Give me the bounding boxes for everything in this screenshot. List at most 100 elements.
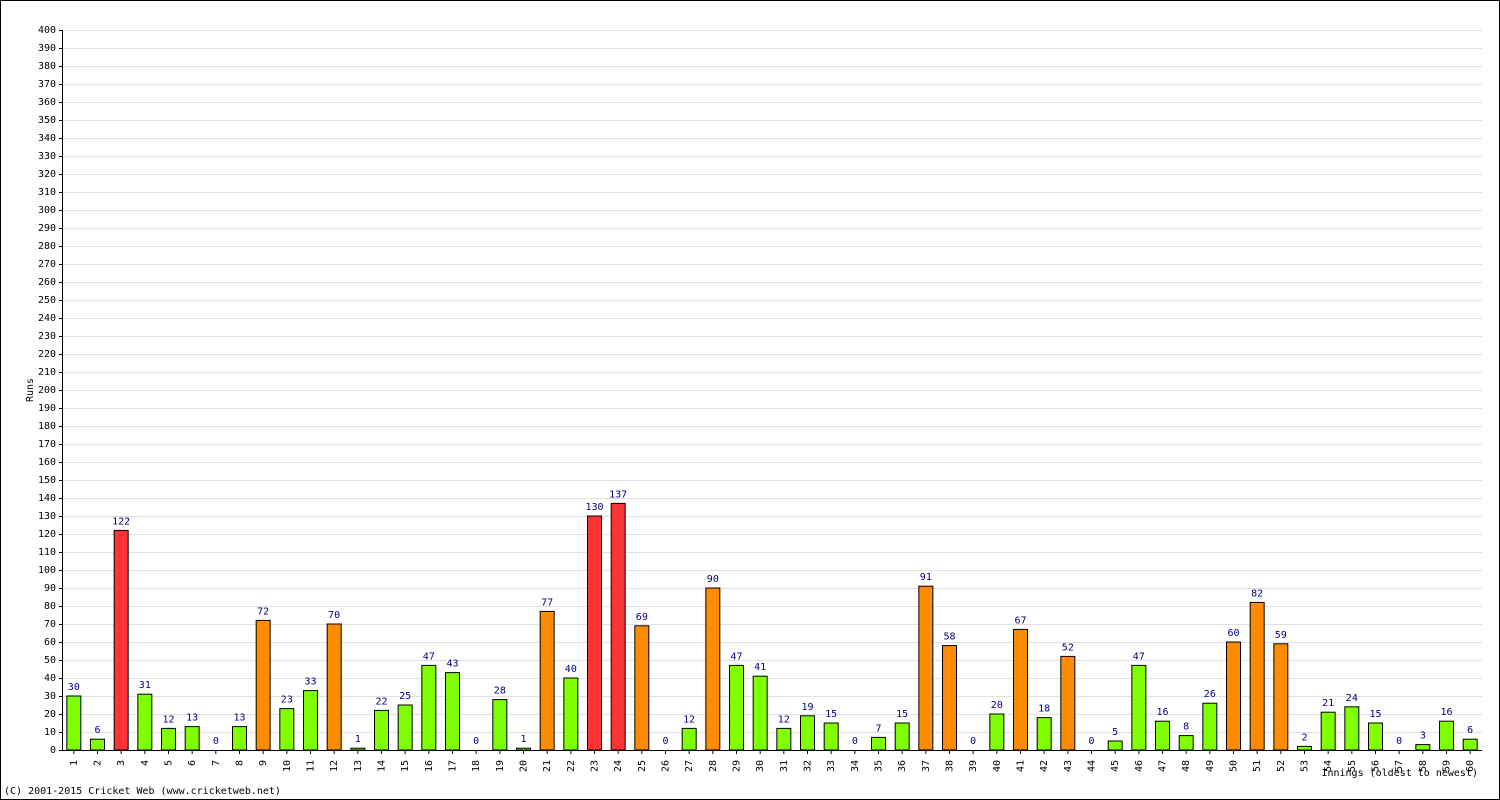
y-tick-label: 320 — [38, 169, 56, 180]
data-label: 72 — [257, 606, 269, 617]
data-label: 47 — [730, 651, 742, 662]
x-tick-label: 27 — [684, 760, 695, 772]
y-tick-label: 340 — [38, 133, 56, 144]
data-label: 59 — [1275, 630, 1287, 641]
x-tick-label: 57 — [1394, 760, 1405, 772]
bar — [421, 664, 437, 751]
x-tick-label: 2 — [93, 760, 104, 766]
x-tick-label: 26 — [661, 760, 672, 772]
bar — [989, 713, 1005, 751]
data-label: 23 — [281, 695, 293, 706]
data-label: 3 — [1420, 731, 1426, 742]
data-label: 26 — [1204, 689, 1216, 700]
data-label: 91 — [920, 572, 932, 583]
x-tick-label: 8 — [235, 760, 246, 766]
x-tick-label: 15 — [400, 760, 411, 772]
bar — [1439, 720, 1454, 751]
x-tick-label: 49 — [1205, 760, 1216, 772]
bar — [66, 695, 82, 751]
x-tick-label: 1 — [69, 760, 80, 766]
data-label: 21 — [1322, 698, 1334, 709]
x-tick-label: 28 — [708, 760, 719, 772]
y-tick-label: 270 — [38, 259, 56, 270]
bar — [634, 625, 650, 751]
data-label: 16 — [1440, 707, 1452, 718]
bar — [1249, 601, 1265, 751]
data-label: 6 — [1467, 725, 1473, 736]
bar — [1344, 706, 1360, 751]
bar — [397, 704, 413, 751]
data-label: 30 — [68, 682, 80, 693]
x-tick-label: 32 — [803, 760, 814, 772]
data-label: 40 — [565, 664, 577, 675]
data-label: 0 — [1088, 736, 1094, 747]
data-label: 0 — [852, 736, 858, 747]
y-tick-label: 360 — [38, 97, 56, 108]
data-label: 12 — [683, 714, 695, 725]
y-tick-label: 150 — [38, 475, 56, 486]
x-tick-label: 45 — [1110, 760, 1121, 772]
x-tick-label: 10 — [282, 760, 293, 772]
y-tick-label: 120 — [38, 529, 56, 540]
data-label: 6 — [94, 725, 100, 736]
bar — [113, 529, 129, 751]
bar — [729, 664, 744, 751]
data-label: 90 — [707, 574, 719, 585]
y-tick-label: 10 — [44, 727, 56, 738]
x-tick-label: 13 — [353, 760, 364, 772]
data-label: 31 — [139, 680, 151, 691]
bar — [681, 727, 697, 751]
bar — [942, 645, 957, 751]
x-tick-label: 36 — [897, 760, 908, 772]
x-tick-label: 25 — [637, 760, 648, 772]
data-label: 2 — [1301, 732, 1307, 743]
data-label: 0 — [213, 736, 219, 747]
bar — [1178, 735, 1194, 751]
y-tick-label: 170 — [38, 439, 56, 450]
x-tick-label: 29 — [732, 760, 743, 772]
bar — [563, 677, 579, 751]
data-label: 0 — [970, 736, 976, 747]
x-tick-label: 23 — [590, 760, 601, 772]
data-label: 1 — [355, 734, 361, 745]
y-tick-label: 290 — [38, 223, 56, 234]
x-tick-label: 21 — [542, 760, 553, 772]
y-tick-label: 330 — [38, 151, 56, 162]
y-tick-label: 260 — [38, 277, 56, 288]
data-label: 18 — [1038, 704, 1050, 715]
y-tick-label: 0 — [50, 745, 56, 756]
x-tick-label: 3 — [116, 760, 127, 766]
bar — [918, 585, 934, 751]
data-label: 0 — [1396, 736, 1402, 747]
bar — [1297, 745, 1312, 751]
bar — [610, 502, 626, 751]
x-tick-label: 18 — [471, 760, 482, 772]
y-tick-label: 50 — [44, 655, 56, 666]
data-label: 47 — [1133, 651, 1145, 662]
bar — [492, 699, 508, 751]
x-tick-label: 5 — [164, 760, 175, 766]
y-tick-label: 240 — [38, 313, 56, 324]
data-label: 77 — [541, 597, 553, 608]
data-label: 7 — [875, 723, 881, 734]
data-label: 20 — [991, 700, 1003, 711]
data-label: 122 — [112, 516, 130, 527]
data-label: 13 — [186, 713, 198, 724]
x-tick-label: 9 — [258, 760, 269, 766]
data-label: 137 — [609, 489, 627, 500]
x-tick-label: 16 — [424, 760, 435, 772]
data-label: 12 — [778, 714, 790, 725]
bar — [350, 747, 366, 751]
data-label: 43 — [446, 659, 458, 670]
x-tick-label: 47 — [1158, 760, 1169, 772]
bar — [823, 722, 839, 751]
data-label: 16 — [1156, 707, 1168, 718]
data-label: 22 — [375, 696, 387, 707]
y-tick-label: 30 — [44, 691, 56, 702]
y-axis-label: Runs — [25, 378, 36, 402]
bar — [871, 736, 886, 751]
x-tick-label: 42 — [1039, 760, 1050, 772]
data-label: 8 — [1183, 722, 1189, 733]
x-tick-label: 17 — [448, 760, 459, 772]
